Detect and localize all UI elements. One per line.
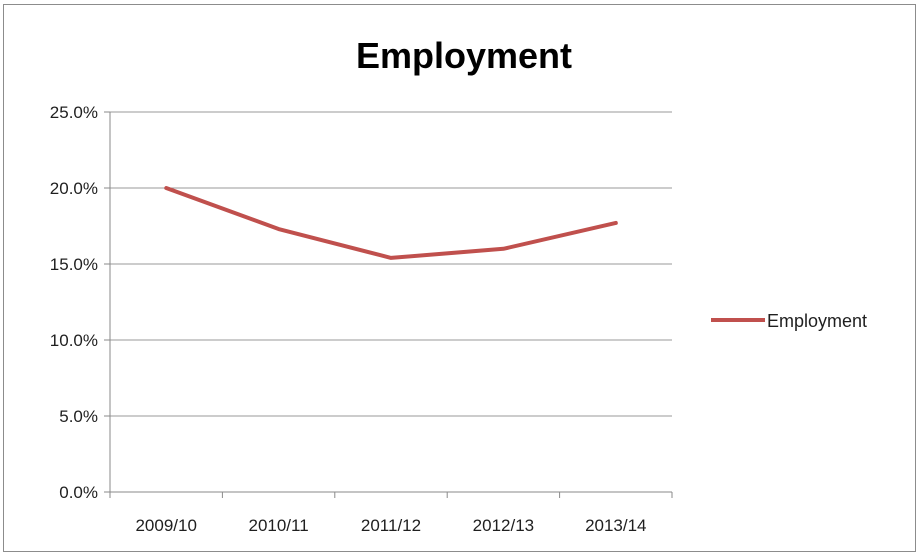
axes <box>104 111 673 498</box>
x-tick-label: 2009/10 <box>135 516 196 535</box>
y-axis-tick-labels: 0.0% 5.0% 10.0% 15.0% 20.0% 25.0% <box>50 103 98 502</box>
x-tick-label: 2010/11 <box>248 516 308 535</box>
y-tick-label: 5.0% <box>59 407 98 426</box>
x-axis-tick-labels: 2009/10 2010/11 2011/12 2012/13 2013/14 <box>135 516 646 535</box>
x-tick-label: 2011/12 <box>361 516 421 535</box>
x-tick-label: 2013/14 <box>585 516 646 535</box>
legend: Employment <box>711 311 867 331</box>
series-layer <box>164 186 618 260</box>
y-tick-label: 15.0% <box>50 255 98 274</box>
y-tick-label: 20.0% <box>50 179 98 198</box>
gridlines <box>110 111 672 417</box>
x-tick-label: 2012/13 <box>473 516 534 535</box>
y-tick-label: 25.0% <box>50 103 98 122</box>
legend-label-employment: Employment <box>767 311 867 331</box>
chart-frame <box>3 4 916 552</box>
y-tick-label: 0.0% <box>59 483 98 502</box>
chart-title: Employment <box>356 35 572 76</box>
series-line-employment <box>164 186 618 260</box>
y-tick-label: 10.0% <box>50 331 98 350</box>
